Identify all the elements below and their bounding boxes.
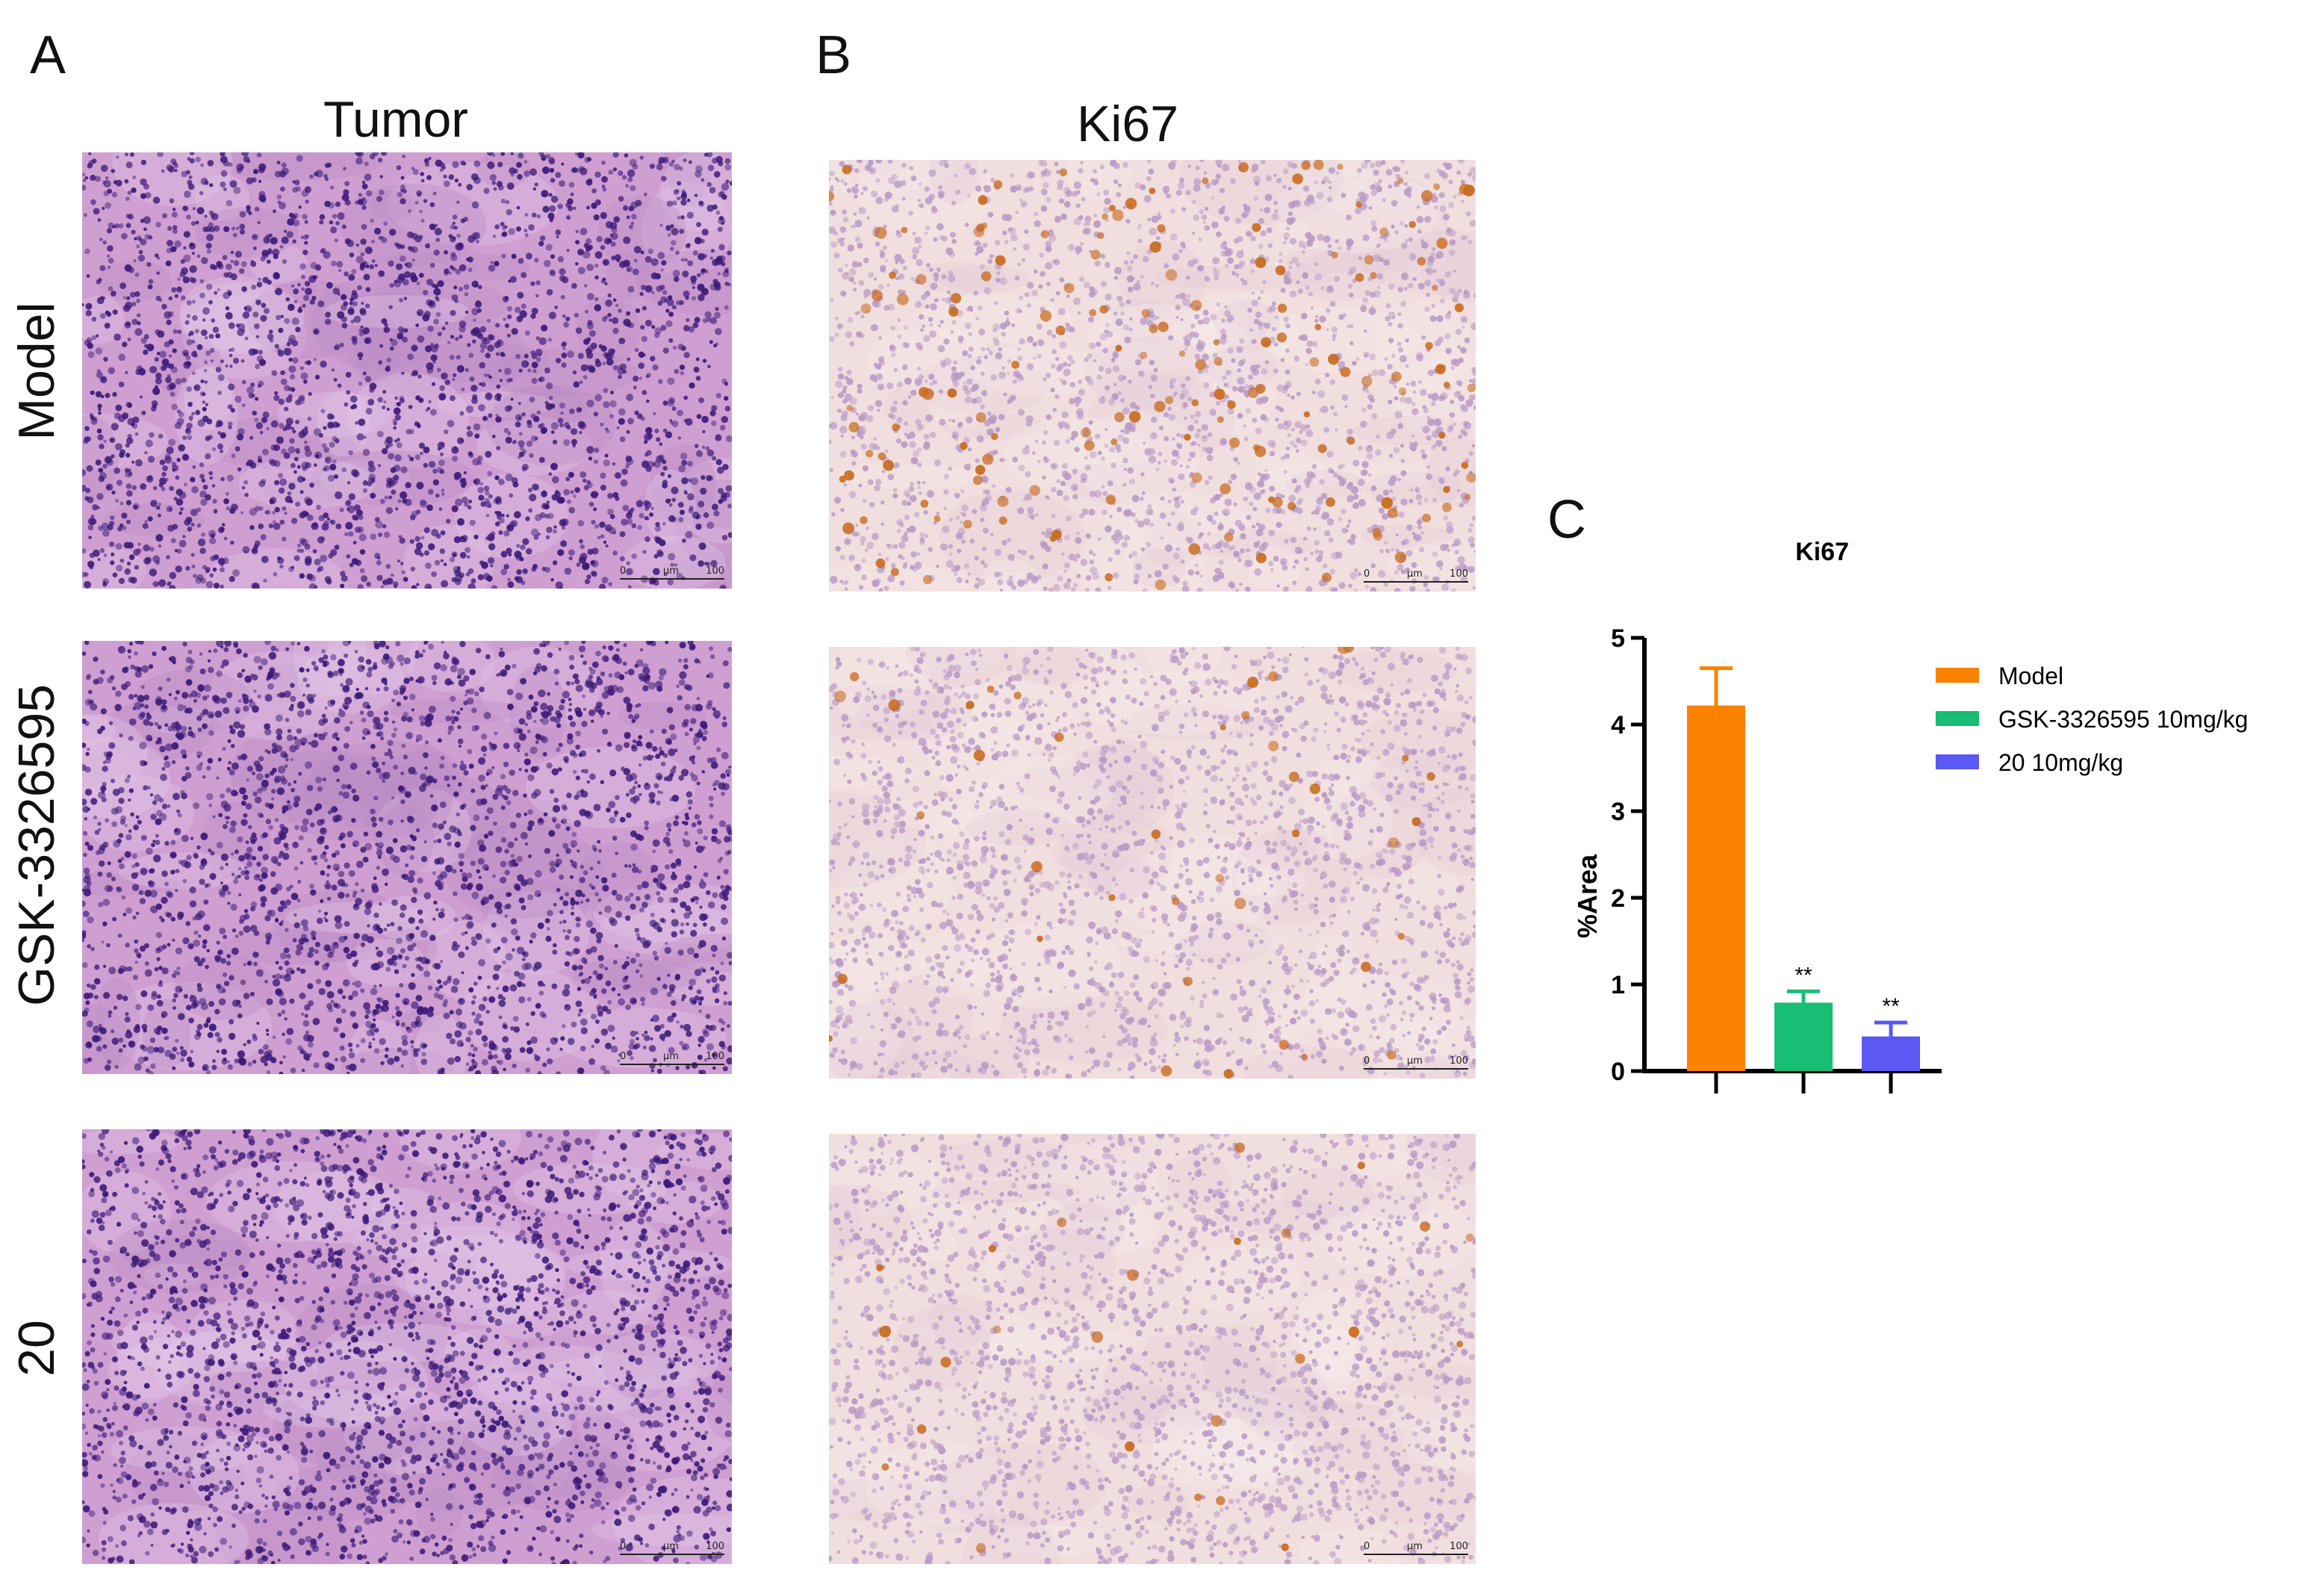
scale-bar: 0 μm 100	[1364, 1540, 1468, 1558]
chart-title: Ki67	[1795, 538, 1849, 566]
y-tick-label: 4	[1611, 711, 1625, 739]
panel-letter-a: A	[30, 25, 66, 85]
ki67-image-gsk: 0 μm 100	[829, 647, 1476, 1079]
scale-bar: 0 μm 100	[620, 1540, 724, 1558]
row-label-20: 20	[8, 1320, 65, 1377]
chart-bars: ** **	[1687, 666, 1920, 1071]
legend-swatch-3	[1936, 754, 1979, 769]
legend-label-1: Model	[1998, 663, 2063, 689]
bar-2	[1774, 1002, 1833, 1071]
row-label-model: Model	[8, 302, 65, 441]
y-tick-label: 5	[1611, 624, 1625, 653]
column-title-tumor: Tumor	[323, 91, 468, 148]
ki67-image-model: 0 μm 100	[829, 160, 1476, 592]
y-tick-label: 0	[1611, 1058, 1625, 1086]
legend-label-2: GSK-3326595 10mg/kg	[1998, 706, 2248, 733]
he-image-20: 0 μm 100	[82, 1129, 732, 1564]
he-image-gsk: 0 μm 100	[82, 641, 732, 1074]
scale-bar: 0 μm 100	[1364, 1055, 1468, 1073]
y-tick-label: 1	[1611, 971, 1625, 999]
panel-letter-c: C	[1547, 490, 1586, 550]
row-label-gsk: GSK-3326595	[8, 684, 65, 1006]
y-tick-label: 2	[1611, 884, 1625, 913]
y-axis-label: %Area	[1572, 854, 1603, 938]
he-image-model: 0 μm 100	[82, 152, 732, 589]
significance-3: **	[1882, 994, 1900, 1019]
scale-bar: 0 μm 100	[1364, 568, 1468, 586]
panel-letter-b: B	[815, 25, 852, 85]
chart-legend: Model GSK-3326595 10mg/kg 20 10mg/kg	[1936, 663, 2248, 776]
column-title-ki67: Ki67	[1076, 96, 1179, 152]
legend-label-3: 20 10mg/kg	[1998, 749, 2123, 776]
scale-bar: 0 μm 100	[620, 1050, 724, 1068]
bar-3	[1862, 1036, 1920, 1071]
legend-swatch-2	[1936, 711, 1979, 726]
legend-swatch-1	[1936, 668, 1979, 683]
scale-bar: 0 μm 100	[620, 565, 724, 583]
significance-2: **	[1795, 963, 1812, 987]
ki67-image-20: 0 μm 100	[829, 1134, 1476, 1564]
ki67-bar-chart: Ki67 %Area 0 1 2 3 4 5 ** ** Model GSK-3326595 …	[1572, 538, 2248, 1093]
y-tick-label: 3	[1611, 798, 1625, 826]
bar-1	[1687, 705, 1745, 1071]
